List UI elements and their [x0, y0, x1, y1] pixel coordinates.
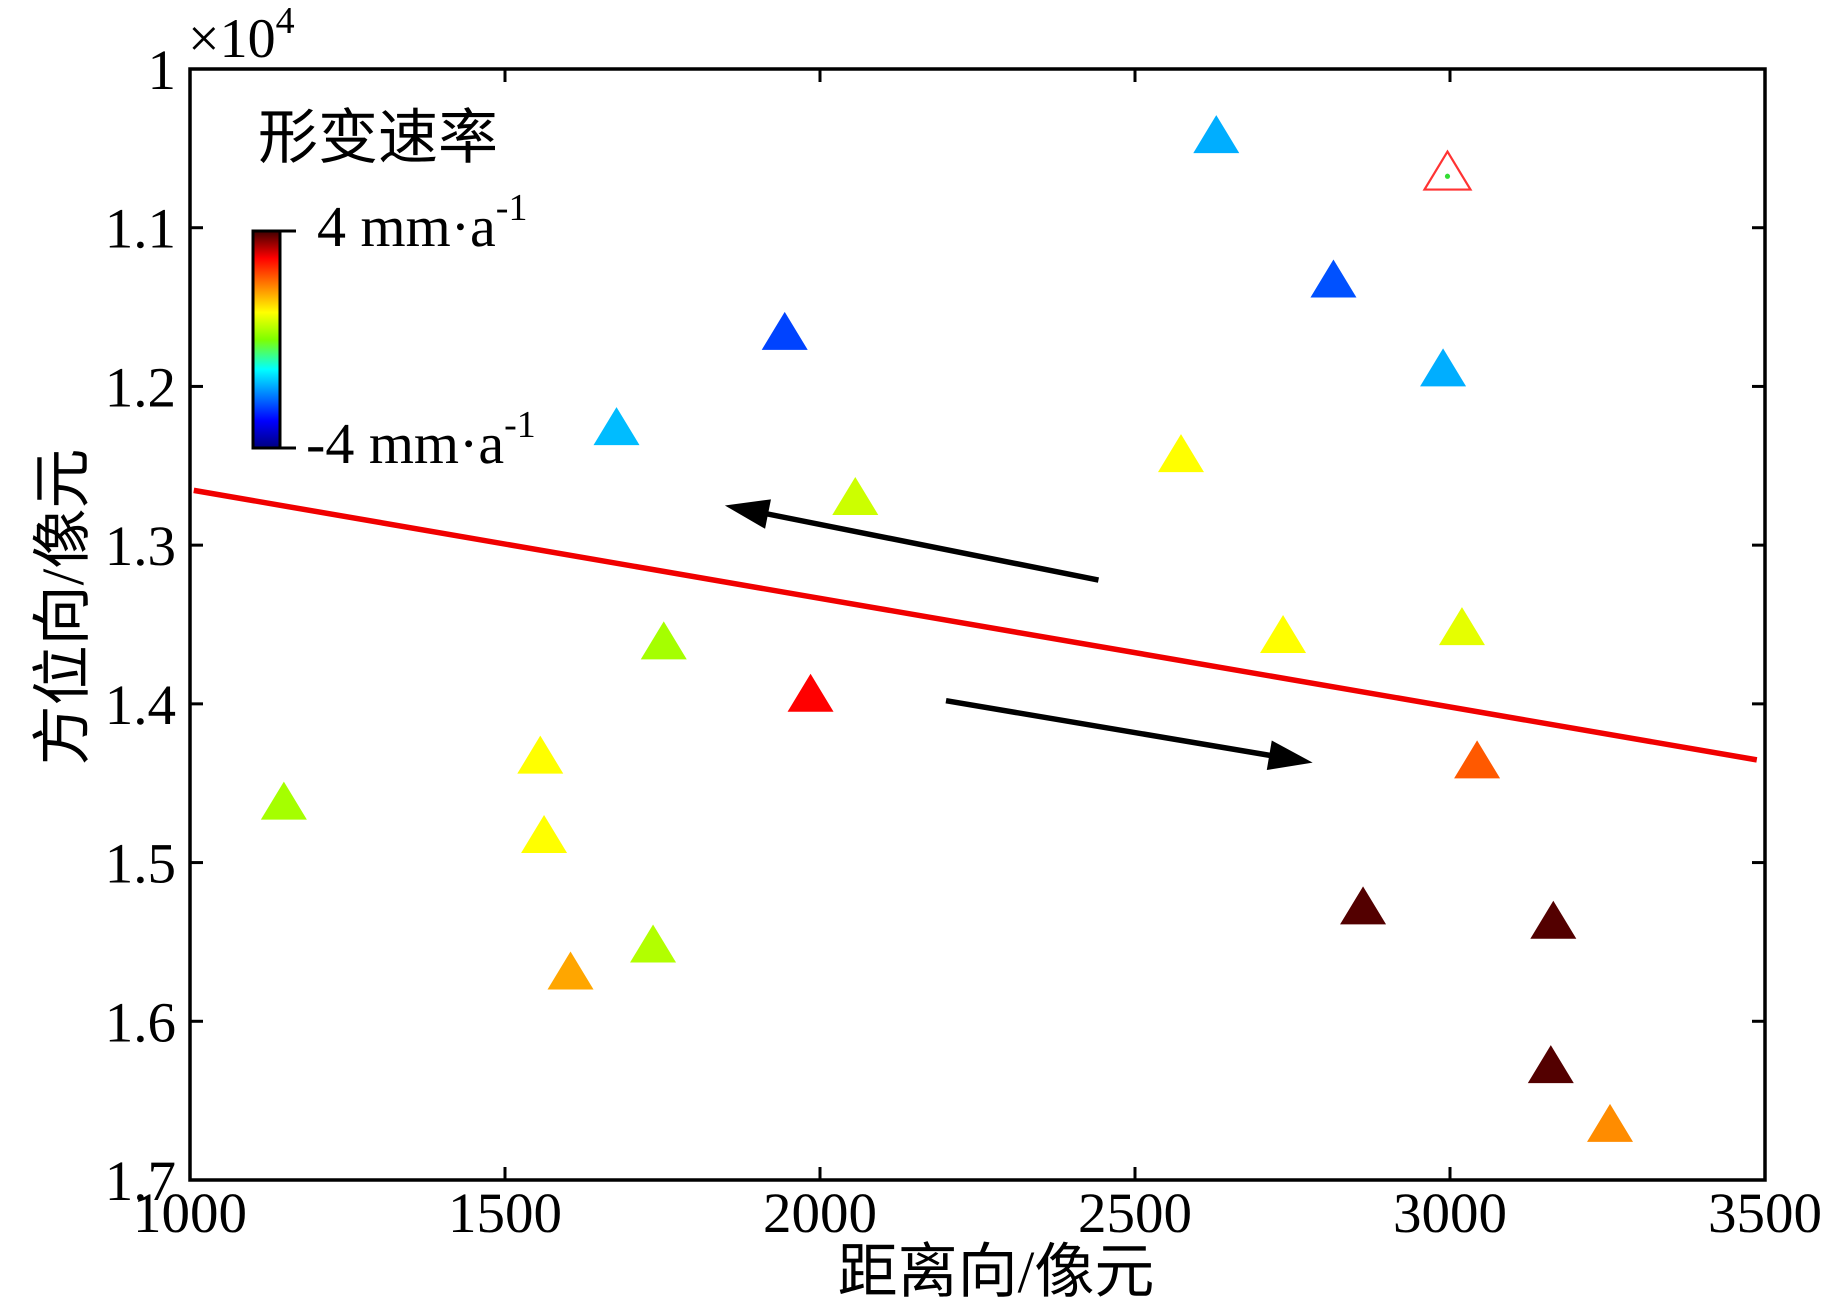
data-point-triangle	[761, 311, 808, 350]
x-tick-label: 1500	[448, 1182, 562, 1245]
data-point-triangle	[1438, 607, 1485, 646]
y-tick-label: 1.3	[105, 515, 176, 578]
data-point-triangle	[832, 476, 879, 515]
tick-mark-layer	[188, 67, 1767, 1182]
arrow-shaft-2	[945, 697, 1276, 759]
annotation-layer	[193, 487, 1758, 771]
data-point-triangle	[787, 673, 834, 712]
colorbar-max-label: 4 mm·a-1	[317, 187, 527, 259]
data-point-triangle	[1527, 1045, 1574, 1084]
x-tick-label: 3000	[1393, 1182, 1507, 1245]
arrow-head-2	[1266, 740, 1313, 771]
y-axis-multiplier-base: ×10	[188, 8, 276, 70]
colorbar-min-label-exponent: -1	[504, 404, 536, 446]
y-tick-label: 1.6	[105, 991, 176, 1054]
data-point-layer	[260, 115, 1634, 1142]
x-tick-labels: 1000 1500 2000 2500 3000 3500	[133, 1182, 1822, 1245]
data-point-triangle	[1420, 348, 1467, 387]
data-point-triangle	[630, 924, 677, 963]
data-point-triangle	[1340, 886, 1387, 925]
arrow-shaft-1	[761, 510, 1099, 583]
data-point-triangle	[1587, 1103, 1634, 1142]
colorbar-title: 形变速率	[258, 105, 498, 171]
x-tick-label: 1000	[133, 1182, 247, 1245]
data-point-triangle	[1310, 259, 1357, 298]
data-point-triangle	[640, 621, 687, 660]
data-point-triangle	[260, 781, 307, 820]
colorbar-max-label-text: 4 mm·a	[317, 194, 496, 259]
arrow-head-1	[724, 499, 771, 529]
x-tick-label: 2000	[763, 1182, 877, 1245]
y-tick-label: 1.4	[105, 674, 176, 737]
colorbar-min-label-text: -4 mm·a	[306, 411, 504, 476]
y-tick-label: 1.2	[105, 356, 176, 419]
y-tick-label: 1.5	[105, 833, 176, 896]
plot-frame	[188, 67, 1767, 1182]
y-tick-label: 1	[148, 39, 177, 102]
colorbar-gradient-bar	[251, 229, 282, 450]
hollow-point-triangle	[1422, 149, 1473, 191]
data-point-triangle	[521, 815, 568, 854]
colorbar-min-label: -4 mm·a-1	[306, 404, 536, 476]
y-axis-multiplier-exponent: 4	[276, 0, 295, 42]
data-point-triangle	[517, 735, 564, 774]
data-point-triangle	[1260, 615, 1307, 654]
y-tick-labels: 1 1.1 1.2 1.3 1.4 1.5 1.6 1.7	[105, 39, 176, 1213]
x-tick-label: 2500	[1078, 1182, 1192, 1245]
hollow-point-dot	[1444, 173, 1451, 179]
y-tick-label: 1.7	[105, 1150, 176, 1213]
colorbar-max-label-exponent: -1	[496, 187, 528, 229]
y-axis-multiplier: ×104	[188, 0, 295, 70]
colorbar: 形变速率 4 mm·a-1 -4 mm·a-1	[251, 105, 536, 476]
data-point-triangle	[1454, 740, 1501, 779]
x-tick-label: 3500	[1708, 1182, 1822, 1245]
boundary-line	[193, 487, 1758, 763]
data-point-triangle	[593, 407, 640, 446]
x-axis-label: 距离向/像元	[838, 1239, 1155, 1305]
data-point-triangle	[1157, 434, 1204, 473]
data-point-triangle	[1193, 115, 1240, 154]
y-tick-label: 1.1	[105, 198, 176, 261]
data-point-triangle	[1530, 900, 1577, 939]
y-axis-label: 方位向/像元	[30, 449, 96, 766]
data-point-triangle	[547, 951, 594, 990]
